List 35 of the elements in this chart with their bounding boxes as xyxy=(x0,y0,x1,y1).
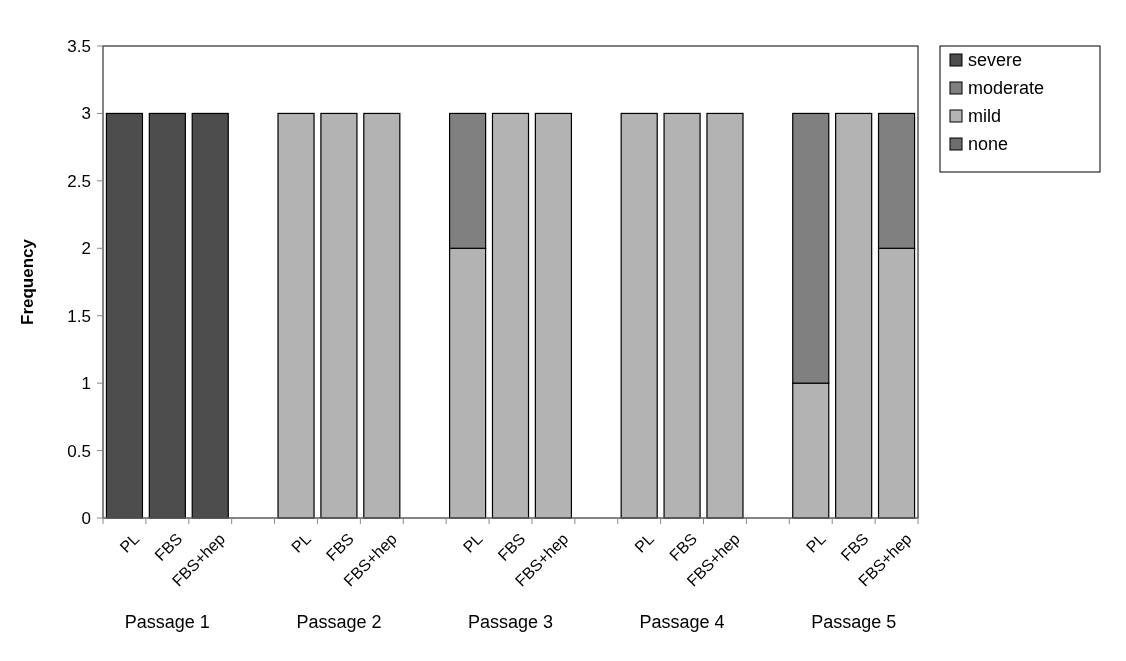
text: Passage 2 xyxy=(296,612,382,632)
bar xyxy=(706,112,744,519)
x-tick-label: PL xyxy=(802,529,829,556)
bar xyxy=(835,112,873,519)
y-tick-label: 2.5 xyxy=(67,171,91,191)
bar xyxy=(491,112,530,519)
legend-label: none xyxy=(968,134,1009,155)
y-tick-label: 1.5 xyxy=(67,306,91,326)
bar xyxy=(534,112,573,519)
y-tick-label: 3.5 xyxy=(67,36,91,56)
x-tick-label: PL xyxy=(459,529,486,556)
bar xyxy=(663,112,701,519)
legend-label: severe xyxy=(968,50,1023,71)
bar xyxy=(277,112,315,519)
y-tick-label: 0 xyxy=(81,508,91,528)
y-tick-label: 2 xyxy=(81,239,91,259)
bar xyxy=(620,112,658,519)
text: Passage 4 xyxy=(639,612,725,632)
bar xyxy=(363,112,401,519)
x-tick-label: PL xyxy=(116,529,143,556)
legend-label: mild xyxy=(968,106,1002,127)
bar xyxy=(148,112,186,519)
legend-label: moderate xyxy=(968,78,1045,99)
y-tick-label: 0.5 xyxy=(67,441,91,461)
y-tick-label: 1 xyxy=(81,374,91,394)
y-axis-title: Frequency xyxy=(18,238,37,325)
text: Passage 5 xyxy=(811,612,897,632)
text: Passage 1 xyxy=(124,612,210,632)
bar xyxy=(105,112,144,519)
bar xyxy=(320,112,358,519)
bar xyxy=(191,112,229,519)
x-tick-label: PL xyxy=(288,529,315,556)
text: Passage 3 xyxy=(467,612,554,632)
y-tick-label: 3 xyxy=(81,104,91,124)
x-tick-label: PL xyxy=(631,529,658,556)
